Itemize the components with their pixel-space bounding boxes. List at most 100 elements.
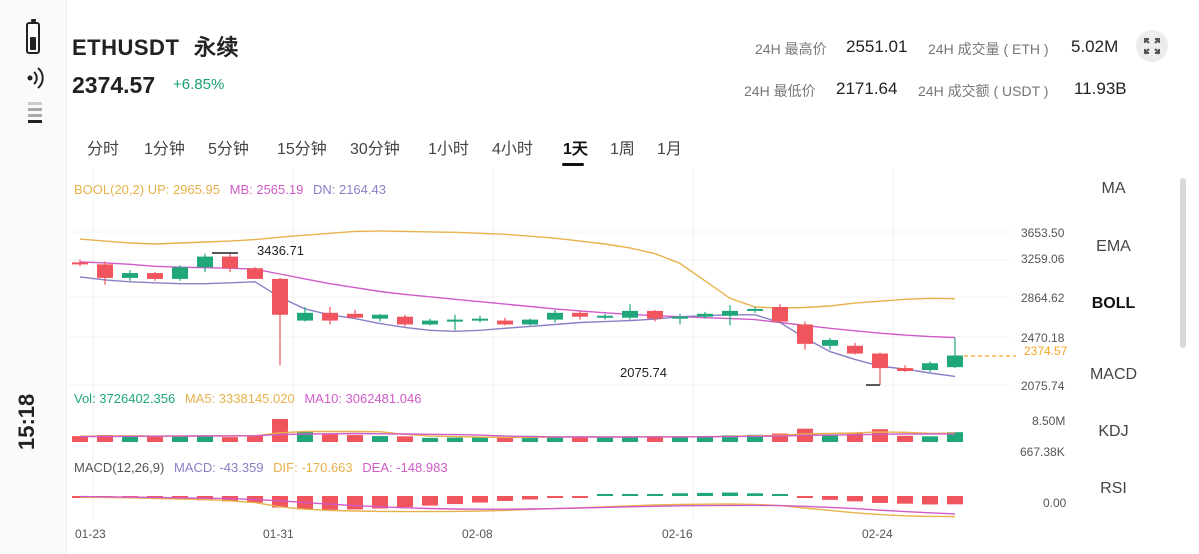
candle xyxy=(672,313,688,325)
macd-bar xyxy=(722,492,738,496)
candle-body xyxy=(572,312,588,317)
candle-body xyxy=(897,368,913,372)
volume-bar xyxy=(747,434,763,442)
tab-30min[interactable]: 30分钟 xyxy=(350,141,400,158)
volume-bar xyxy=(697,436,713,442)
indicator-kdj-button[interactable]: KDJ xyxy=(1098,423,1129,440)
indicator-ma-button[interactable]: MA xyxy=(1101,180,1126,197)
macd-legend-macd: MACD: -43.359 xyxy=(173,460,264,475)
high-24h-value: 2551.01 xyxy=(846,37,908,56)
candle xyxy=(647,309,663,322)
expand-button[interactable] xyxy=(1136,30,1168,62)
clock-time: 15:18 xyxy=(14,393,39,450)
volume-y-tick-label: 667.38K xyxy=(1020,445,1065,459)
candle xyxy=(897,365,913,372)
volume-legend-ma10: MA10: 3062481.046 xyxy=(304,391,422,406)
macd-bar xyxy=(347,496,363,510)
tab-1month[interactable]: 1月 xyxy=(657,141,682,158)
high-24h-label: 24H 最高价 xyxy=(755,41,827,57)
y-tick-label: 2864.62 xyxy=(1021,291,1065,305)
tab-5min[interactable]: 5分钟 xyxy=(208,141,249,158)
candle-body xyxy=(247,268,263,279)
volume-y-tick-label: 8.50M xyxy=(1032,414,1066,428)
candle xyxy=(172,265,188,281)
low-24h-value: 2171.64 xyxy=(836,79,898,98)
candle-body xyxy=(747,308,763,311)
macd-dea-line xyxy=(79,495,956,515)
last-price: 2374.57 xyxy=(72,72,156,98)
indicator-macd-button[interactable]: MACD xyxy=(1089,366,1138,383)
candle xyxy=(72,259,88,267)
indicator-rsi-button[interactable]: RSI xyxy=(1100,480,1127,497)
y-tick-label: 3653.50 xyxy=(1021,226,1065,240)
candle-body xyxy=(372,314,388,319)
volume-bar xyxy=(572,437,588,442)
battery-icon xyxy=(26,19,40,54)
volume-bar xyxy=(922,436,938,442)
indicator-scrollbar[interactable] xyxy=(1180,178,1186,348)
candle xyxy=(847,342,863,355)
candle xyxy=(722,305,738,326)
candle xyxy=(422,318,438,326)
volume-bar xyxy=(497,437,513,442)
candle xyxy=(472,315,488,323)
macd-bar xyxy=(947,496,963,505)
candle xyxy=(497,317,513,326)
candle xyxy=(447,314,463,331)
macd-legend-name: MACD(12,26,9) xyxy=(74,460,165,475)
candle-body xyxy=(497,320,513,325)
candle-body xyxy=(122,273,138,278)
candle-body xyxy=(947,355,963,368)
candle xyxy=(122,270,138,281)
macd-legend: MACD(12,26,9) MACD: -43.359 DIF: -170.66… xyxy=(74,460,448,475)
tab-1day[interactable]: 1天 xyxy=(563,141,588,158)
y-tick-label: 3259.06 xyxy=(1021,252,1065,266)
candle xyxy=(747,307,763,313)
expand-icon xyxy=(1144,38,1160,54)
volume-bar xyxy=(872,429,888,442)
tab-1hour[interactable]: 1小时 xyxy=(428,141,469,158)
tab-fenshi[interactable]: 分时 xyxy=(87,141,120,158)
indicator-ema-button[interactable]: EMA xyxy=(1096,238,1131,255)
volume-bar xyxy=(672,437,688,442)
indicator-boll-button[interactable]: BOLL xyxy=(1091,295,1136,312)
boll-legend-mb: MB: 2565.19 xyxy=(229,182,304,197)
candle-body xyxy=(397,316,413,325)
macd-bar xyxy=(597,494,613,496)
candle xyxy=(872,352,888,385)
candle xyxy=(822,338,838,350)
volume-bar xyxy=(597,437,613,442)
volume-bar xyxy=(372,436,388,442)
volume-bar xyxy=(622,436,638,442)
tab-1min[interactable]: 1分钟 xyxy=(144,141,185,158)
boll-mid-line xyxy=(79,261,956,339)
macd-bar xyxy=(822,496,838,500)
tab-15min[interactable]: 15分钟 xyxy=(277,141,327,158)
turnover-usdt-value: 11.93B xyxy=(1074,79,1127,98)
macd-bar xyxy=(647,494,663,496)
volume-bar xyxy=(122,436,138,442)
candle xyxy=(397,314,413,327)
candle-body xyxy=(297,312,313,321)
macd-bar xyxy=(272,496,288,508)
volume-bar xyxy=(847,432,863,442)
candle xyxy=(597,313,613,320)
candle xyxy=(272,277,288,366)
kline-chart[interactable] xyxy=(66,168,1086,548)
volume-bar xyxy=(297,432,313,442)
candle xyxy=(347,309,363,319)
macd-bar xyxy=(497,496,513,501)
x-tick-label: 02-24 xyxy=(862,527,893,541)
signal-icon xyxy=(27,67,44,89)
tab-4hour[interactable]: 4小时 xyxy=(492,141,533,158)
tab-1week[interactable]: 1周 xyxy=(610,141,635,158)
volume-bar xyxy=(447,437,463,442)
macd-legend-dif: DIF: -170.663 xyxy=(273,460,353,475)
x-tick-label: 02-08 xyxy=(462,527,493,541)
candle xyxy=(797,321,813,350)
volume-ma10-line xyxy=(79,432,955,438)
candle xyxy=(222,253,238,273)
volume-bar xyxy=(197,435,213,442)
active-tab-underline xyxy=(562,163,584,166)
macd-bar xyxy=(672,493,688,496)
